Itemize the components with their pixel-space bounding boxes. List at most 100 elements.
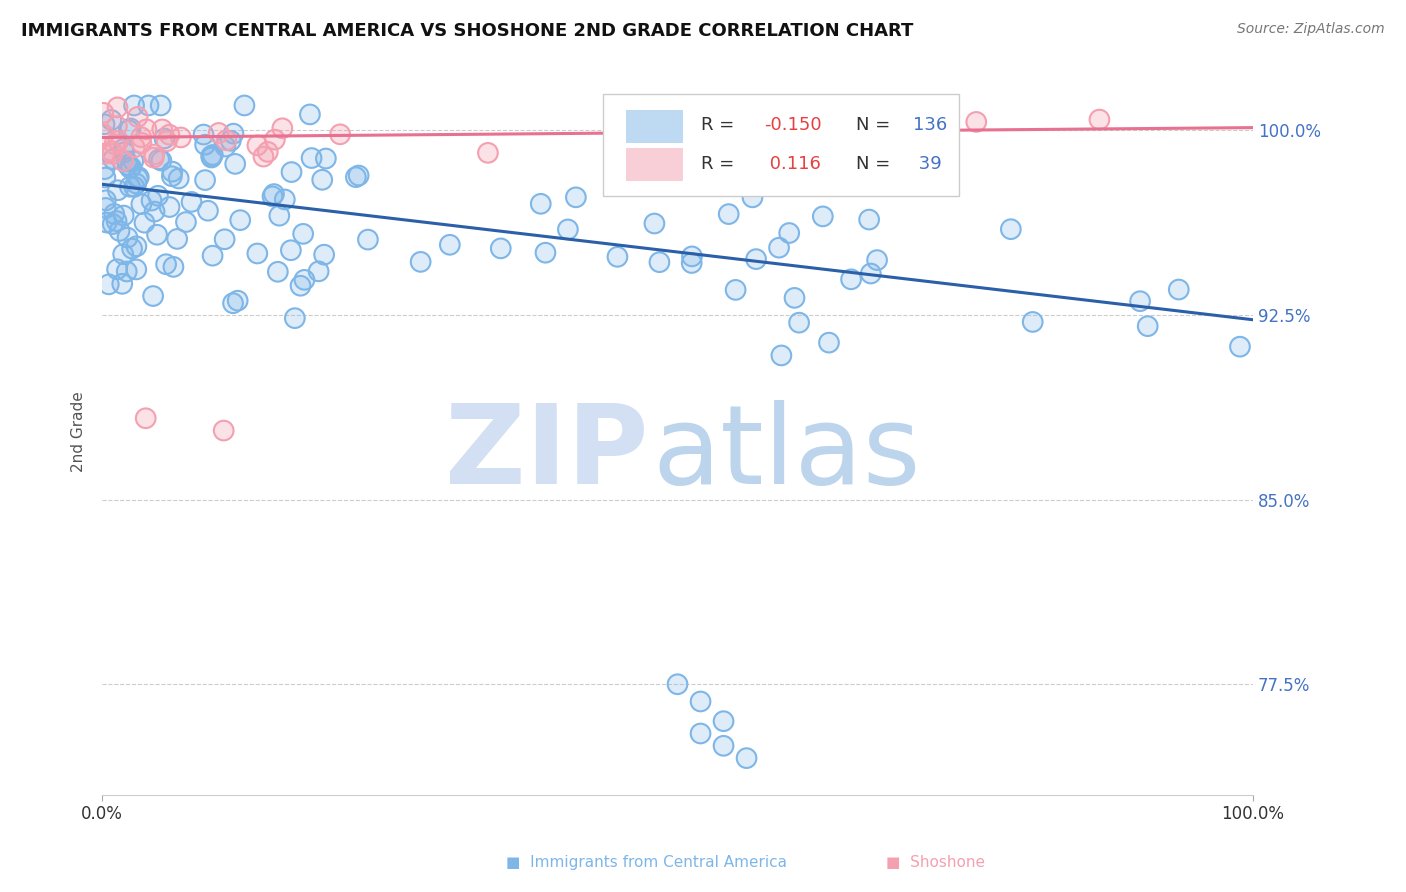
Point — [170, 130, 193, 145]
Point — [134, 216, 156, 230]
Point — [149, 98, 172, 112]
Point — [101, 217, 124, 231]
Point — [105, 214, 128, 228]
Point — [357, 233, 380, 247]
Point — [100, 144, 122, 158]
Point — [97, 277, 120, 292]
Point — [150, 122, 173, 136]
Point — [94, 170, 117, 185]
Point — [150, 153, 173, 168]
Point — [298, 107, 321, 121]
Point — [280, 165, 302, 179]
Point — [565, 190, 588, 204]
Point — [1000, 222, 1022, 236]
Point — [689, 694, 711, 708]
Point — [112, 153, 135, 168]
Point — [681, 256, 703, 270]
Point — [94, 170, 117, 185]
Point — [146, 227, 169, 242]
Point — [105, 119, 128, 133]
Point — [717, 207, 740, 221]
Point — [741, 190, 763, 204]
Point — [778, 226, 800, 240]
Point — [174, 215, 197, 229]
Point — [866, 253, 889, 268]
Point — [111, 277, 134, 291]
Point — [224, 157, 246, 171]
Point — [125, 177, 148, 191]
Point — [200, 151, 222, 165]
Point — [735, 751, 758, 765]
Point — [118, 161, 141, 175]
Point — [267, 265, 290, 279]
Point — [606, 250, 628, 264]
Text: -0.150: -0.150 — [763, 116, 821, 134]
Point — [263, 133, 285, 147]
Point — [284, 311, 307, 326]
Point — [314, 248, 336, 262]
Point — [194, 173, 217, 187]
Point — [118, 179, 141, 194]
Point — [93, 117, 115, 131]
Point — [681, 249, 703, 263]
Point — [107, 183, 129, 197]
Point — [120, 161, 142, 175]
Point — [214, 139, 236, 153]
Point — [229, 213, 252, 227]
Point — [125, 239, 148, 253]
Point — [1000, 222, 1022, 236]
Point — [193, 128, 215, 142]
Point — [1088, 112, 1111, 127]
Point — [153, 131, 176, 145]
Point — [131, 136, 153, 150]
Point — [138, 98, 160, 112]
Point — [134, 216, 156, 230]
Point — [606, 250, 628, 264]
Point — [678, 136, 700, 151]
Point — [908, 145, 931, 159]
Point — [866, 253, 889, 268]
Point — [745, 252, 768, 267]
Point — [741, 190, 763, 204]
Point — [315, 152, 337, 166]
Point — [839, 272, 862, 286]
Point — [1229, 340, 1251, 354]
Point — [269, 209, 291, 223]
Point — [294, 273, 316, 287]
Point — [1167, 283, 1189, 297]
Point — [105, 119, 128, 133]
Point — [122, 179, 145, 194]
Point — [477, 145, 499, 160]
Point — [112, 142, 135, 156]
Point — [127, 171, 149, 186]
Point — [107, 100, 129, 114]
Point — [1088, 112, 1111, 127]
Point — [105, 262, 128, 277]
Point — [308, 264, 330, 278]
Point — [530, 196, 553, 211]
Point — [783, 291, 806, 305]
Text: R =: R = — [700, 116, 740, 134]
Point — [155, 257, 177, 271]
Point — [208, 126, 231, 140]
Point — [745, 252, 768, 267]
Point — [117, 230, 139, 244]
Point — [859, 267, 882, 281]
Text: IMMIGRANTS FROM CENTRAL AMERICA VS SHOSHONE 2ND GRADE CORRELATION CHART: IMMIGRANTS FROM CENTRAL AMERICA VS SHOSH… — [21, 22, 914, 40]
Point — [150, 122, 173, 136]
Point — [256, 145, 278, 159]
Point — [143, 204, 166, 219]
Point — [201, 249, 224, 263]
Point — [678, 136, 700, 151]
Point — [252, 150, 274, 164]
Point — [167, 171, 190, 186]
Point — [643, 217, 665, 231]
Point — [783, 291, 806, 305]
Point — [267, 265, 290, 279]
Point — [212, 424, 235, 438]
Point — [124, 140, 146, 154]
Point — [965, 115, 987, 129]
Point — [219, 134, 242, 148]
Point — [201, 148, 224, 162]
Point — [713, 739, 735, 753]
